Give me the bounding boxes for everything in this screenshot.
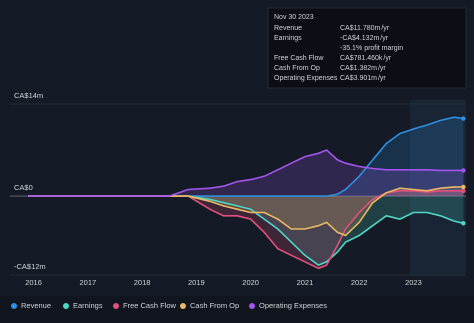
end-dot — [461, 184, 466, 190]
x-tick-label: 2023 — [405, 278, 422, 287]
tooltip-unit: /yr — [383, 55, 391, 62]
x-tick-label: 2022 — [351, 278, 368, 287]
y-tick-label: -CA$12m — [14, 262, 46, 271]
series-line — [28, 186, 464, 237]
legend-swatch — [11, 303, 17, 309]
tooltip-label: Cash From Op — [274, 65, 320, 72]
x-tick-label: 2020 — [242, 278, 259, 287]
series-area — [28, 150, 464, 197]
legend-swatch — [113, 303, 119, 309]
series-line — [28, 149, 464, 197]
legend-item[interactable]: Operating Expenses — [249, 301, 327, 310]
series-area — [28, 190, 464, 269]
tooltip-value: CA$11.780m — [340, 25, 381, 32]
y-tick-label: CA$0 — [14, 183, 33, 192]
legend-label: Free Cash Flow — [123, 301, 177, 310]
x-tick-label: 2016 — [25, 278, 42, 287]
tooltip-margin-label: profit margin — [364, 45, 403, 52]
tooltip-value: -CA$4.132m — [340, 35, 379, 42]
end-dot — [461, 221, 466, 226]
legend-band — [0, 296, 474, 323]
tooltip-value: CA$3.901m — [340, 75, 377, 82]
tooltip-value: CA$781.460k — [340, 55, 383, 62]
tooltip-value: CA$1.382m — [340, 65, 377, 72]
legend-label: Revenue — [21, 301, 51, 310]
legend-swatch — [63, 303, 69, 309]
tooltip-unit: /yr — [378, 65, 386, 72]
tooltip-box — [267, 7, 467, 89]
tooltip-margin: -35.1% — [340, 45, 362, 52]
legend-swatch — [180, 303, 186, 309]
legend-label: Operating Expenses — [259, 301, 327, 310]
tooltip-label: Free Cash Flow — [274, 55, 324, 62]
end-dot — [461, 188, 466, 194]
series-line — [28, 195, 464, 267]
legend-item[interactable]: Cash From Op — [180, 301, 239, 310]
tooltip-date: Nov 30 2023 — [274, 14, 314, 21]
end-dot — [461, 116, 466, 121]
series-line — [28, 116, 464, 197]
tooltip-label: Earnings — [274, 35, 302, 42]
x-tick-label: 2019 — [188, 278, 205, 287]
x-tick-label: 2018 — [134, 278, 151, 287]
y-tick-label: CA$14m — [14, 91, 43, 100]
legend-item[interactable]: Earnings — [63, 301, 103, 310]
legend-item[interactable]: Revenue — [11, 301, 51, 310]
tooltip-unit: /yr — [380, 35, 388, 42]
tooltip-label: Revenue — [274, 25, 302, 32]
tooltip-unit: /yr — [381, 25, 389, 32]
legend-item[interactable]: Free Cash Flow — [113, 301, 177, 310]
legend-label: Cash From Op — [190, 301, 239, 310]
tooltip: Nov 30 2023 Revenue CA$11.780m/yr Earnings… — [267, 7, 467, 89]
series-area — [28, 196, 464, 266]
series-line — [28, 190, 464, 270]
legend-label: Earnings — [73, 301, 103, 310]
tooltip-label: Operating Expenses — [274, 75, 338, 82]
tooltip-unit: /yr — [378, 75, 386, 82]
legend-swatch — [249, 303, 255, 309]
x-tick-label: 2021 — [297, 278, 314, 287]
end-dot — [461, 168, 466, 173]
x-tick-label: 2017 — [79, 278, 96, 287]
